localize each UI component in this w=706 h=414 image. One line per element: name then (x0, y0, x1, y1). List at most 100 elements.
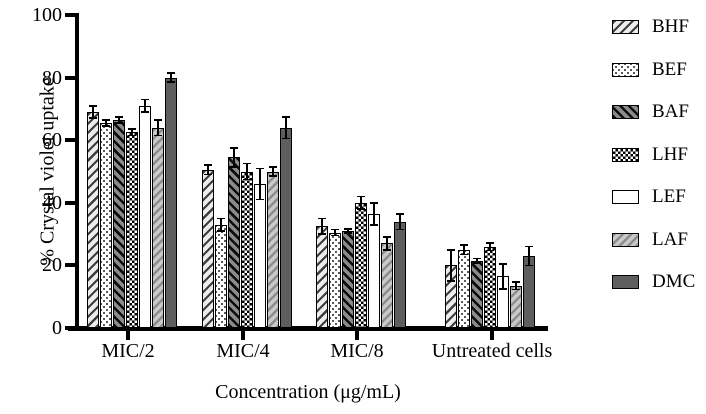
errorbar-cap-bottom (204, 173, 212, 176)
errorbar-bhf-0 (92, 105, 94, 119)
legend: BHF BEF BAF LHF LEF LAF DMC (612, 14, 695, 312)
errorbar-cap-bottom (167, 81, 175, 84)
errorbar-cap-bottom (357, 208, 365, 210)
legend-label-dmc: DMC (652, 271, 696, 292)
bar-lhf-1 (241, 171, 253, 328)
errorbar-laf-3 (515, 281, 517, 290)
y-tick (65, 138, 75, 143)
legend-label-lef: LEF (652, 186, 686, 207)
errorbar-lhf-3 (489, 242, 491, 251)
errorbar-cap-top (256, 167, 264, 170)
legend-swatch-bef (612, 62, 639, 77)
y-tick-label: 80 (42, 66, 62, 89)
errorbar-cap-top (230, 147, 238, 149)
legend-item-lhf: LHF (612, 142, 695, 168)
errorbar-cap-top (318, 217, 326, 220)
errorbar-cap-bottom (486, 249, 494, 252)
errorbar-lef-1 (259, 168, 261, 200)
legend-label-laf: LAF (652, 228, 688, 250)
bar-bef-2 (329, 232, 341, 328)
errorbar-cap-bottom (243, 178, 251, 181)
errorbar-cap-bottom (318, 233, 326, 235)
errorbar-cap-top (383, 236, 391, 239)
legend-item-bef: BEF (612, 57, 695, 83)
errorbar-cap-bottom (447, 280, 455, 282)
errorbar-cap-top (269, 166, 277, 168)
legend-swatch-bhf (612, 20, 639, 34)
errorbar-cap-bottom (89, 117, 97, 120)
errorbar-cap-top (486, 242, 494, 244)
legend-swatch-dmc (612, 275, 639, 289)
errorbar-cap-top (357, 195, 365, 198)
bar-lef-1 (254, 184, 266, 328)
legend-item-baf: BAF (612, 99, 695, 125)
y-tick (65, 326, 75, 330)
errorbar-dmc-2 (399, 213, 401, 230)
x-category-label: MIC/4 (216, 340, 270, 362)
errorbar-cap-bottom (525, 264, 533, 267)
errorbar-baf-0 (118, 116, 120, 123)
errorbar-dmc-3 (528, 246, 530, 266)
y-tick-label: 100 (32, 4, 62, 26)
errorbar-cap-bottom (269, 175, 277, 177)
y-tick (65, 200, 75, 205)
y-tick-label: 0 (52, 317, 62, 339)
errorbar-cap-top (243, 162, 251, 165)
legend-item-bhf: BHF (612, 14, 695, 40)
errorbar-bhf-2 (321, 218, 323, 235)
bar-lhf-2 (355, 202, 367, 328)
errorbar-cap-top (344, 227, 352, 230)
x-axis-line (68, 325, 548, 331)
errorbar-cap-bottom (102, 125, 110, 127)
errorbar-baf-2 (347, 228, 349, 234)
x-category-label: Untreated cells (431, 340, 553, 362)
errorbar-cap-top (331, 228, 339, 231)
errorbar-cap-bottom (230, 166, 238, 168)
legend-swatch-lhf (612, 147, 639, 162)
errorbar-lef-2 (373, 202, 375, 225)
legend-item-laf: LAF (612, 227, 695, 253)
errorbar-cap-top (141, 98, 149, 101)
errorbar-cap-top (396, 212, 404, 215)
errorbar-cap-top (89, 104, 97, 107)
errorbar-cap-bottom (460, 253, 468, 256)
errorbar-cap-bottom (141, 111, 149, 113)
legend-label-bhf: BHF (652, 16, 689, 37)
x-tick (241, 330, 245, 340)
y-tick-label: 40 (42, 191, 62, 214)
errorbar-cap-bottom (383, 248, 391, 251)
bar-laf-0 (152, 127, 164, 328)
errorbar-bef-2 (334, 229, 336, 236)
errorbar-bhf-3 (450, 249, 452, 282)
errorbar-cap-top (217, 217, 225, 220)
y-tick (65, 75, 75, 80)
errorbar-bhf-1 (207, 165, 209, 175)
errorbar-cap-top (370, 202, 378, 204)
bar-dmc-1 (280, 127, 292, 328)
bar-laf-1 (267, 171, 279, 328)
bar-dmc-3 (523, 256, 535, 328)
bar-lef-0 (139, 105, 151, 328)
bar-baf-1 (228, 157, 240, 328)
bar-laf-3 (510, 285, 522, 328)
errorbar-cap-bottom (217, 230, 225, 232)
errorbar-cap-top (499, 263, 507, 265)
errorbar-baf-1 (233, 148, 235, 167)
errorbar-cap-bottom (256, 198, 264, 201)
errorbar-laf-2 (386, 237, 388, 250)
errorbar-cap-bottom (331, 234, 339, 237)
errorbar-lhf-1 (246, 163, 248, 180)
errorbar-cap-top (115, 115, 123, 118)
errorbar-cap-bottom (512, 288, 520, 291)
bar-dmc-2 (394, 221, 406, 328)
legend-swatch-lef (612, 190, 639, 204)
x-category-label: MIC/2 (101, 340, 155, 362)
legend-label-lhf: LHF (652, 143, 688, 165)
bar-baf-0 (113, 119, 125, 328)
legend-swatch-baf (612, 105, 639, 119)
y-axis-line (75, 13, 79, 330)
errorbar-lef-3 (502, 263, 504, 289)
x-tick (126, 330, 130, 340)
errorbar-bef-1 (220, 218, 222, 231)
